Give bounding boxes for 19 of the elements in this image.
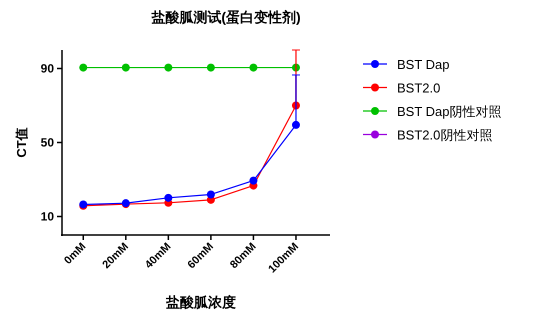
legend-label: BST2.0阴性对照 xyxy=(397,128,492,142)
legend-label: BST2.0 xyxy=(397,80,440,96)
point xyxy=(79,64,88,72)
point xyxy=(206,190,215,198)
y-tick-label: 10 xyxy=(40,210,54,224)
y-tick-label: 50 xyxy=(40,136,54,150)
point xyxy=(122,64,130,72)
y-axis-title: CT值 xyxy=(14,127,29,158)
legend-label: BST Dap xyxy=(397,57,450,72)
point xyxy=(249,64,258,72)
y-tick-label: 90 xyxy=(40,62,54,76)
x-axis-title: 盐酸胍浓度 xyxy=(165,294,236,310)
legend-label: BST Dap阴性对照 xyxy=(397,104,502,119)
point xyxy=(164,64,172,72)
point xyxy=(292,120,300,129)
point xyxy=(206,64,215,72)
point xyxy=(164,194,172,202)
chart-title: 盐酸胍测试(蛋白变性剂) xyxy=(150,9,301,25)
point xyxy=(249,176,258,185)
